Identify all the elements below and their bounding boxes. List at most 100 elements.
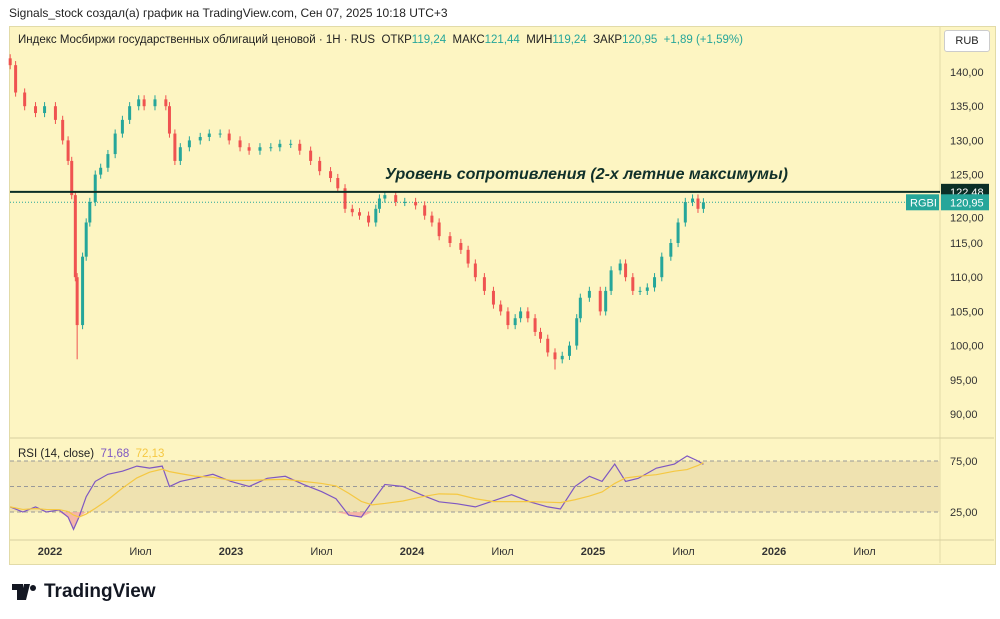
candle-body xyxy=(113,133,117,155)
candle-body xyxy=(14,65,18,93)
candle-body xyxy=(289,143,293,145)
candle-body xyxy=(318,160,322,172)
candle-body xyxy=(394,195,398,202)
symbol-tag-label: RGBI xyxy=(910,197,937,209)
candle-body xyxy=(618,263,622,271)
candle-body xyxy=(238,140,242,148)
last-price-label: 120,95 xyxy=(950,197,984,209)
candle-body xyxy=(567,345,571,356)
candle-body xyxy=(466,249,470,264)
candle-body xyxy=(491,290,495,305)
y-tick-label: 135,00 xyxy=(950,101,984,113)
candle-body xyxy=(691,198,695,202)
rsi-oversold-fill xyxy=(335,512,349,516)
candle-body xyxy=(546,338,550,353)
symbol-name: Индекс Мосбиржи государственных облигаци… xyxy=(18,34,376,46)
candle-body xyxy=(519,311,523,319)
y-tick-label: 105,00 xyxy=(950,306,984,318)
candle-body xyxy=(298,143,302,151)
candle-body xyxy=(218,133,222,135)
candle-body xyxy=(120,119,124,134)
low-value: 119,24 xyxy=(552,34,587,46)
candle-body xyxy=(403,201,407,203)
tradingview-logo[interactable]: TradingView xyxy=(12,581,156,603)
y-tick-label: 115,00 xyxy=(950,238,983,250)
low-label: МИН xyxy=(526,34,553,46)
candle-body xyxy=(526,311,530,319)
candle-body xyxy=(587,290,591,298)
candle-body xyxy=(178,147,182,161)
candle-body xyxy=(696,198,700,209)
candle-body xyxy=(258,147,262,151)
candle-body xyxy=(506,311,510,326)
candle-body xyxy=(430,215,434,223)
last-price-tag xyxy=(941,194,989,211)
candle-body xyxy=(88,201,92,223)
currency-button[interactable]: RUB xyxy=(944,30,990,52)
candle-body xyxy=(448,236,452,243)
x-tick-label: Июл xyxy=(129,546,151,558)
candle-body xyxy=(207,133,211,137)
candle-body xyxy=(414,201,418,206)
close-label: ЗАКР xyxy=(593,34,623,46)
candle-body xyxy=(227,133,231,141)
candle-body xyxy=(164,99,168,107)
high-label: МАКС xyxy=(452,34,485,46)
candle-body xyxy=(336,178,340,189)
candle-body xyxy=(676,222,680,243)
x-tick-label: Июл xyxy=(310,546,332,558)
y-tick-label: 130,00 xyxy=(950,135,984,147)
x-tick-label: 2022 xyxy=(38,546,62,558)
candle-body xyxy=(604,290,608,312)
candle-body xyxy=(53,106,57,120)
candle-body xyxy=(669,243,673,257)
candle-body xyxy=(513,318,517,326)
candle-body xyxy=(173,133,177,161)
candle-body xyxy=(278,143,282,148)
close-value: 120,95 xyxy=(622,34,658,46)
rsi-tick-label: 25,00 xyxy=(950,507,978,519)
candle-body xyxy=(575,318,579,346)
candle-body xyxy=(198,136,202,141)
chart-header: Signals_stock создал(а) график на Tradin… xyxy=(9,6,448,20)
candle-body xyxy=(624,263,628,278)
candle-body xyxy=(70,160,74,196)
candle-body xyxy=(61,119,65,141)
resistance-annotation: Уровень сопротивления (2-х летние максим… xyxy=(385,166,788,183)
candle-body xyxy=(329,171,333,179)
candle-body xyxy=(269,147,273,149)
y-tick-label: 110,00 xyxy=(950,272,983,284)
candle-body xyxy=(66,140,70,161)
candle-body xyxy=(142,99,146,107)
candle-body xyxy=(539,331,543,339)
candle-body xyxy=(473,263,477,278)
candle-body xyxy=(578,297,582,319)
rsi-tick-label: 75,00 xyxy=(950,456,978,468)
candle-body xyxy=(75,277,79,326)
candle-body xyxy=(701,202,705,209)
candle-body xyxy=(645,287,649,291)
x-tick-label: Июл xyxy=(491,546,513,558)
candle-body xyxy=(374,208,378,223)
y-tick-label: 140,00 xyxy=(950,67,984,79)
rsi-value: 71,68 xyxy=(100,448,130,460)
candle-body xyxy=(383,195,387,199)
candle-body xyxy=(8,58,12,66)
candle-body xyxy=(23,92,27,107)
candle-body xyxy=(343,188,347,209)
candle-body xyxy=(43,106,47,114)
candle-body xyxy=(350,208,354,213)
x-tick-label: 2025 xyxy=(581,546,605,558)
x-tick-label: Июл xyxy=(853,546,875,558)
candle-body xyxy=(106,154,110,168)
candle-body xyxy=(358,212,362,216)
y-tick-label: 100,00 xyxy=(950,341,984,353)
candle-body xyxy=(683,201,687,223)
candle-body xyxy=(638,290,642,292)
rsi-ma-line xyxy=(10,462,704,518)
candle-body xyxy=(553,352,557,360)
high-value: 121,44 xyxy=(484,34,520,46)
candle-body xyxy=(247,147,251,151)
y-tick-label: 95,00 xyxy=(950,375,978,387)
